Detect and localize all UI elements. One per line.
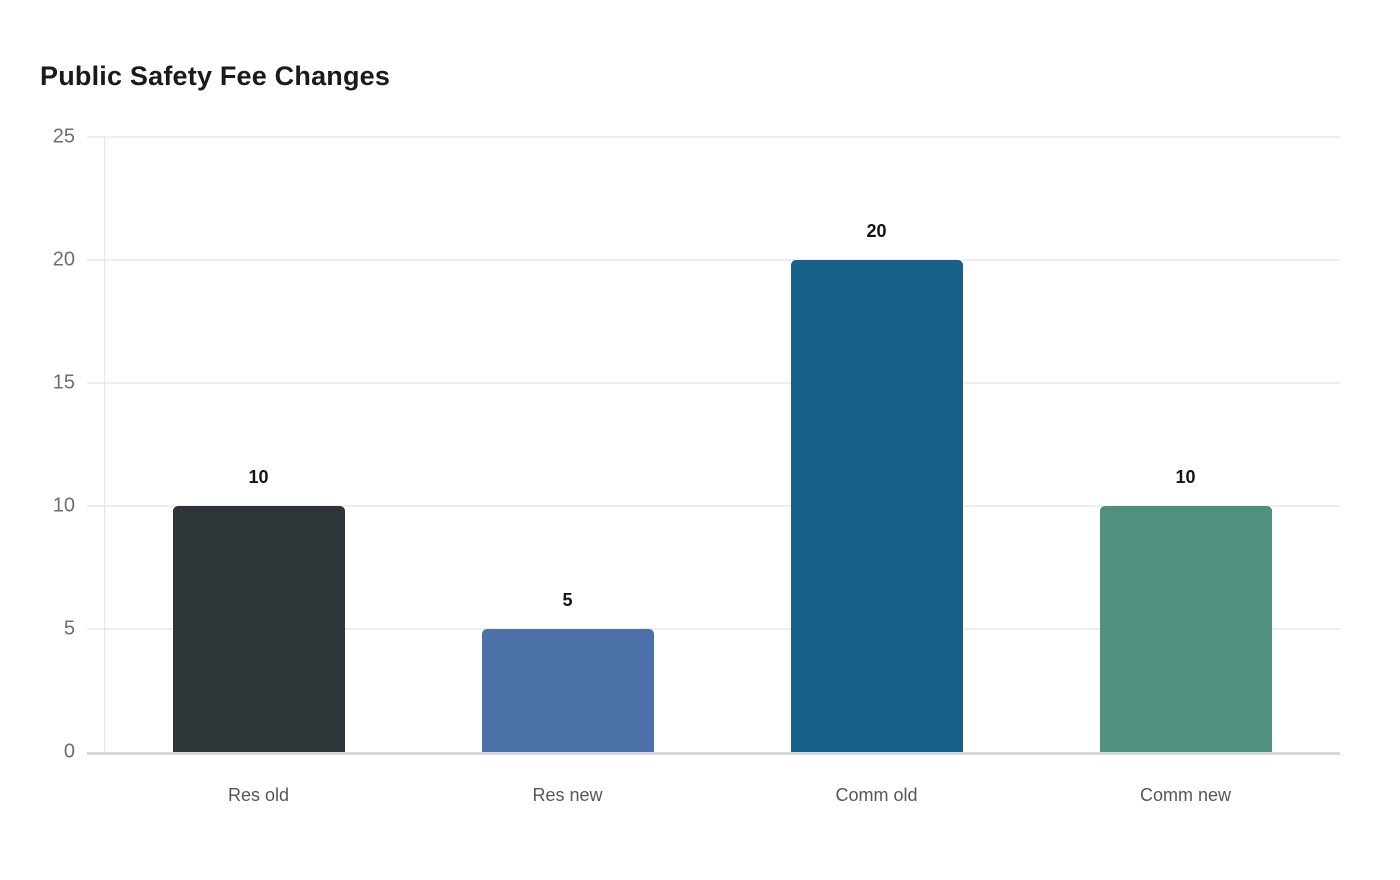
y-tick-label: 20 [52, 248, 75, 271]
bar-comm-new [1099, 506, 1272, 752]
bar-value-label: 20 [866, 221, 887, 241]
y-tick-label: 25 [52, 125, 75, 148]
gridline [87, 628, 1340, 630]
x-category-label: Comm new [1139, 785, 1232, 805]
bar-value-label: 10 [248, 467, 269, 487]
bar-value-label: 10 [1175, 467, 1196, 487]
x-axis-baseline [87, 752, 1340, 755]
y-tick-label: 10 [52, 494, 75, 517]
y-tick-label: 0 [63, 740, 75, 763]
y-axis-line [104, 137, 105, 752]
gridline [87, 505, 1340, 507]
gridline [87, 382, 1340, 384]
bar-res-old [172, 506, 345, 752]
y-tick-label: 5 [63, 617, 75, 640]
gridline [87, 259, 1340, 261]
x-category-label: Res new [532, 785, 603, 805]
x-category-label: Res old [227, 785, 290, 805]
x-category-label: Comm old [835, 785, 918, 805]
gridline [87, 136, 1340, 138]
chart-title: Public Safety Fee Changes [40, 61, 391, 91]
bar-comm-old [790, 260, 963, 752]
y-tick-label: 15 [52, 371, 75, 394]
bar-res-new [481, 629, 654, 752]
bar-value-label: 5 [562, 590, 573, 610]
